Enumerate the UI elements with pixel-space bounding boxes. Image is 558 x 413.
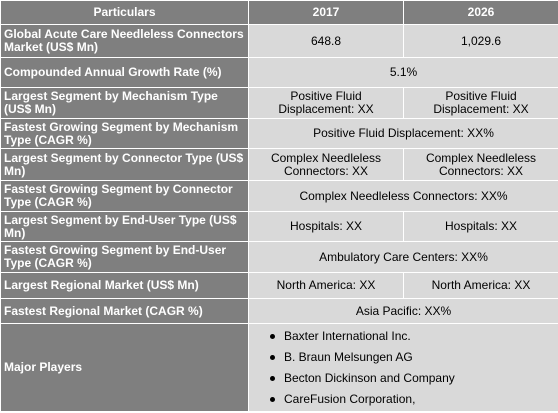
value-cell: 648.8 [248, 24, 404, 58]
player-item: Baxter International Inc. [270, 326, 555, 347]
table-row: Major Players Baxter International Inc. B.… [0, 323, 558, 412]
value-cell: North America: XX [248, 272, 404, 299]
players-cell: Baxter International Inc. B. Braun Melsun… [248, 323, 558, 412]
row-label: Largest Regional Market (US$ Mn) [0, 272, 249, 299]
table-row: Fastest Growing Segment by End-User Type… [0, 241, 558, 273]
table-row: Fastest Regional Market (CAGR %) Asia Pac… [0, 298, 558, 324]
table-row: Fastest Growing Segment by Mechanism Typ… [0, 118, 558, 149]
row-label: Fastest Growing Segment by Connector Typ… [0, 180, 249, 212]
header-cell: 2017 [248, 0, 404, 25]
value-cell: Asia Pacific: XX% [248, 298, 558, 324]
header-cell: 2026 [403, 0, 558, 25]
header-cell: Particulars [0, 0, 249, 25]
header-row: Particulars 2017 2026 [0, 0, 558, 25]
players-list: Baxter International Inc. B. Braun Melsun… [252, 326, 555, 410]
row-label: Largest Segment by End-User Type (US$ Mn… [0, 211, 249, 242]
row-label: Largest Segment by Connector Type (US$ M… [0, 148, 249, 181]
table-row: Compounded Annual Growth Rate (%) 5.1% [0, 57, 558, 88]
row-label: Compounded Annual Growth Rate (%) [0, 57, 249, 88]
value-cell: Positive Fluid Displacement: XX% [248, 118, 558, 149]
row-label: Largest Segment by Mechanism Type (US$ M… [0, 87, 249, 119]
value-cell: Hospitals: XX [403, 211, 558, 242]
row-label: Global Acute Care Needleless Connectors … [0, 24, 249, 58]
player-item: Becton Dickinson and Company [270, 368, 555, 389]
row-label: Major Players [0, 323, 249, 412]
value-cell: 5.1% [248, 57, 558, 88]
value-cell: Positive Fluid Displacement: XX [403, 87, 558, 119]
value-cell: Positive Fluid Displacement: XX [248, 87, 404, 119]
value-cell: 1,029.6 [403, 24, 558, 58]
table-header: Particulars 2017 2026 [0, 0, 558, 25]
value-cell: Complex Needleless Connectors: XX [403, 148, 558, 181]
table-row: Largest Segment by Connector Type (US$ M… [0, 148, 558, 181]
player-item: B. Braun Melsungen AG [270, 347, 555, 368]
table-row: Fastest Growing Segment by Connector Typ… [0, 180, 558, 212]
table-row: Largest Segment by Mechanism Type (US$ M… [0, 87, 558, 119]
value-cell: Hospitals: XX [248, 211, 404, 242]
value-cell: Complex Needleless Connectors: XX [248, 148, 404, 181]
table-row: Largest Segment by End-User Type (US$ Mn… [0, 211, 558, 242]
value-cell: North America: XX [403, 272, 558, 299]
table-row: Global Acute Care Needleless Connectors … [0, 24, 558, 58]
player-item: CareFusion Corporation, [270, 389, 555, 410]
row-label: Fastest Growing Segment by Mechanism Typ… [0, 118, 249, 149]
table-row: Largest Regional Market (US$ Mn) North Am… [0, 272, 558, 299]
row-label: Fastest Growing Segment by End-User Type… [0, 241, 249, 273]
row-label: Fastest Regional Market (CAGR %) [0, 298, 249, 324]
value-cell: Complex Needleless Connectors: XX% [248, 180, 558, 212]
value-cell: Ambulatory Care Centers: XX% [248, 241, 558, 273]
table-body: Global Acute Care Needleless Connectors … [0, 24, 558, 412]
